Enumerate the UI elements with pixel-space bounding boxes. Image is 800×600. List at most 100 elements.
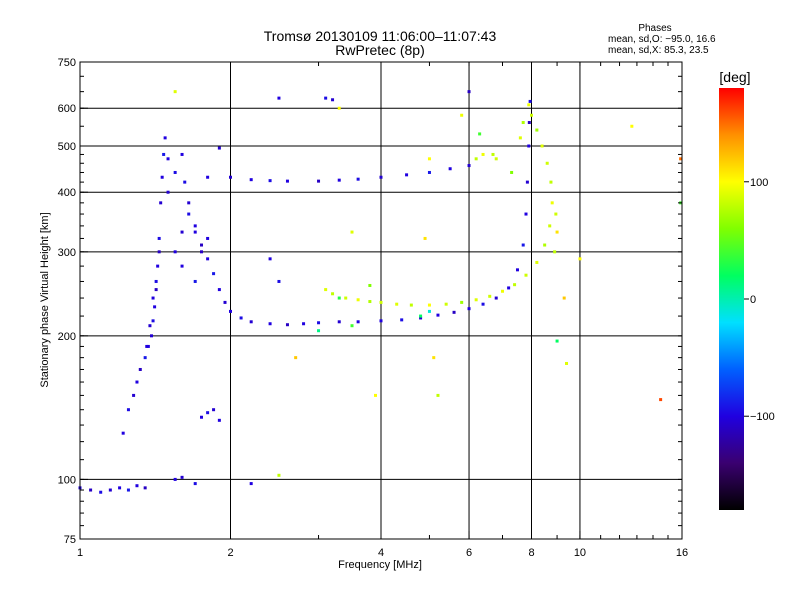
data-point (659, 398, 663, 402)
chart-title: Tromsø 20130109 11:06:00–11:07:43 (264, 28, 497, 44)
data-point (494, 296, 498, 300)
data-point (89, 488, 93, 492)
data-point (143, 356, 147, 360)
grid-lines (80, 62, 682, 539)
data-point (206, 236, 210, 240)
data-point (554, 212, 558, 216)
colorbar-tick-label: 0 (750, 294, 756, 306)
data-point (444, 302, 448, 306)
x-tick-label: 4 (378, 547, 384, 559)
data-point (163, 136, 167, 140)
data-point (268, 257, 272, 261)
data-point (427, 309, 431, 313)
data-point (249, 178, 253, 182)
data-point (331, 292, 335, 296)
data-point (143, 486, 147, 490)
data-point (436, 393, 440, 397)
data-point (467, 307, 471, 311)
data-point (153, 305, 157, 309)
data-point (543, 243, 547, 247)
data-point (356, 298, 360, 302)
data-point (350, 324, 354, 328)
data-point (527, 103, 531, 107)
data-point (432, 356, 436, 360)
data-point (460, 113, 464, 117)
data-point (395, 302, 399, 306)
colorbar-gradient (719, 88, 744, 510)
data-point (374, 393, 378, 397)
data-point (217, 418, 221, 422)
data-point (212, 272, 216, 276)
data-point (553, 250, 557, 254)
data-point (180, 230, 184, 234)
data-point (285, 323, 289, 327)
data-points (78, 90, 683, 494)
data-point (337, 296, 341, 300)
data-point (427, 303, 431, 307)
data-point (200, 243, 204, 247)
x-tick-label: 16 (676, 547, 688, 559)
data-point (249, 482, 253, 486)
data-point (540, 144, 544, 148)
data-point (344, 296, 348, 300)
colorbar-label: [deg] (719, 69, 750, 85)
data-point (206, 411, 210, 415)
x-tick-label: 1 (77, 547, 83, 559)
data-point (217, 288, 221, 292)
data-point (317, 179, 321, 183)
data-point (337, 320, 341, 324)
data-point (154, 279, 158, 283)
y-tick-label: 400 (58, 187, 76, 199)
data-point (156, 264, 160, 268)
data-point (501, 289, 505, 293)
data-point (521, 243, 525, 247)
data-point (467, 90, 471, 94)
data-point (193, 230, 197, 234)
data-point (379, 300, 383, 304)
data-point (549, 180, 553, 184)
y-tick-label: 600 (58, 103, 76, 115)
data-point (200, 250, 204, 254)
data-point (494, 157, 498, 161)
data-point (166, 157, 170, 161)
colorbar-tick-label: 100 (750, 177, 768, 189)
data-point (448, 167, 452, 171)
data-point (324, 96, 328, 100)
data-point (135, 380, 139, 384)
data-point (550, 201, 554, 205)
data-point (138, 367, 142, 371)
data-point (528, 99, 532, 103)
y-tick-label: 300 (58, 247, 76, 259)
data-point (187, 212, 191, 216)
data-point (337, 106, 341, 110)
data-point (521, 121, 525, 125)
y-tick-label: 100 (58, 474, 76, 486)
data-point (173, 477, 177, 481)
data-point (524, 212, 528, 216)
data-point (356, 320, 360, 324)
colorbar: 100 0 −100 (719, 88, 775, 510)
data-point (555, 339, 559, 343)
data-point (491, 152, 495, 156)
data-point (166, 190, 170, 194)
data-point (151, 296, 155, 300)
data-point (193, 279, 197, 283)
data-point (229, 309, 232, 313)
x-tick-label: 2 (227, 547, 233, 559)
data-point (317, 321, 321, 325)
data-point (460, 300, 464, 304)
data-point (180, 152, 184, 156)
data-point (548, 224, 552, 228)
data-point (126, 408, 130, 412)
y-tick-label: 750 (58, 57, 76, 69)
data-point (630, 124, 634, 128)
data-point (331, 98, 335, 102)
data-point (193, 482, 197, 486)
data-point (159, 201, 163, 205)
data-point (510, 170, 514, 174)
data-point (145, 344, 149, 348)
data-point (268, 179, 272, 183)
data-point (277, 279, 281, 283)
y-axis-label: Stationary phase Virtual Height [km] (39, 212, 51, 387)
